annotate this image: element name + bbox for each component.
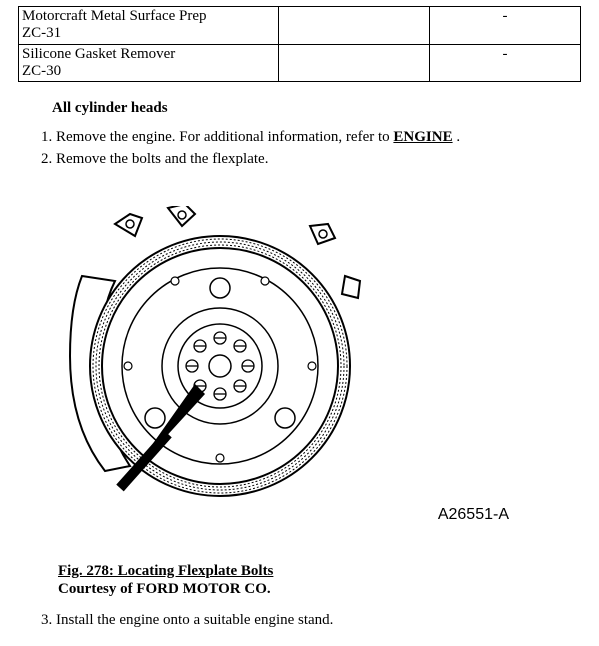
figure-title: Fig. 278: Locating Flexplate Bolts — [58, 562, 599, 580]
material-name-cell: Motorcraft Metal Surface PrepZC-31 — [19, 7, 279, 45]
step-text: Remove the engine. For additional inform… — [56, 129, 393, 145]
figure-caption: Fig. 278: Locating Flexplate Bolts Court… — [58, 562, 599, 598]
table-row: Silicone Gasket RemoverZC-30 - — [19, 44, 581, 82]
material-val-cell: - — [430, 7, 581, 45]
material-val-cell — [279, 7, 430, 45]
steps-list: Remove the engine. For additional inform… — [38, 127, 581, 170]
step-text: Install the engine onto a suitable engin… — [56, 612, 333, 628]
figure-area: A26551-A — [0, 206, 599, 536]
cell-text: Silicone Gasket RemoverZC-30 — [22, 46, 175, 79]
material-val-cell: - — [430, 44, 581, 82]
cell-text: Motorcraft Metal Surface PrepZC-31 — [22, 8, 207, 41]
flexplate-diagram — [60, 206, 370, 526]
figure-id-label: A26551-A — [438, 506, 509, 524]
material-name-cell: Silicone Gasket RemoverZC-30 — [19, 44, 279, 82]
cell-text: - — [503, 8, 508, 24]
steps-list-after: Install the engine onto a suitable engin… — [38, 610, 581, 630]
figure-courtesy: Courtesy of FORD MOTOR CO. — [58, 580, 599, 598]
cell-text: - — [503, 46, 508, 62]
table: Motorcraft Metal Surface PrepZC-31 - Sil… — [18, 6, 581, 82]
material-val-cell — [279, 44, 430, 82]
step-item: Remove the engine. For additional inform… — [56, 127, 581, 147]
step-item: Install the engine onto a suitable engin… — [56, 610, 581, 630]
engine-link[interactable]: ENGINE — [393, 129, 452, 145]
step-text: Remove the bolts and the flexplate. — [56, 151, 268, 167]
section-heading: All cylinder heads — [52, 100, 599, 117]
step-item: Remove the bolts and the flexplate. — [56, 149, 581, 169]
step-suffix: . — [453, 129, 461, 145]
materials-table: Motorcraft Metal Surface PrepZC-31 - Sil… — [18, 6, 581, 82]
table-row: Motorcraft Metal Surface PrepZC-31 - — [19, 7, 581, 45]
